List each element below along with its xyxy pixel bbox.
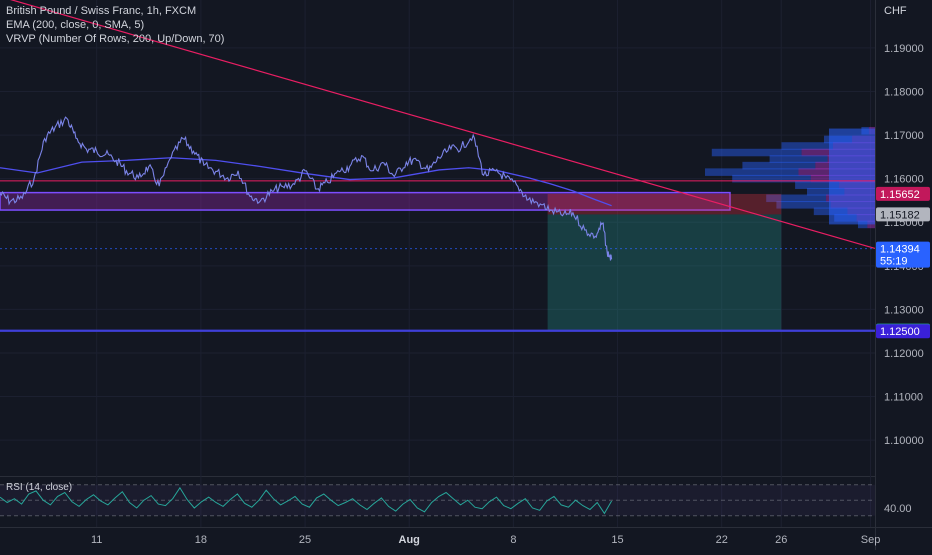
currency-label: CHF [884, 5, 907, 17]
stop-loss-zone [547, 193, 782, 215]
take-profit-zone [547, 214, 782, 331]
volume-profile-bar-up [711, 148, 802, 157]
rsi-indicator-label[interactable]: RSI (14, close) [6, 482, 73, 493]
y-tick-label: 1.12000 [884, 348, 924, 360]
pane-separator [0, 476, 875, 477]
price-axis-badge-text: 1.14394 [880, 244, 920, 256]
countdown-timer: 55:19 [880, 256, 908, 268]
x-tick-label: Sep [861, 534, 881, 546]
volume-profile-bar-up [781, 142, 833, 150]
price-axis-badge-text: 1.15652 [880, 189, 920, 201]
time-axis-border [0, 527, 932, 528]
x-tick-label: 11 [91, 534, 102, 546]
x-tick-label: 15 [611, 534, 623, 546]
chart-legend: British Pound / Swiss Franc, 1h, FXCM EM… [6, 4, 224, 46]
vrvp-indicator-label[interactable]: VRVP (Number Of Rows, 200, Up/Down, 70) [6, 33, 225, 45]
y-tick-label: 1.19000 [884, 43, 924, 55]
rsi-value-label: 40.00 [884, 503, 912, 515]
chart-title[interactable]: British Pound / Swiss Franc, 1h, FXCM [6, 5, 197, 17]
price-axis-border [875, 0, 876, 550]
volume-profile-bar-up [807, 187, 845, 196]
price-axis-badge [876, 241, 930, 268]
x-tick-label: 25 [299, 534, 311, 546]
volume-profile-bar-up [705, 168, 799, 176]
y-tick-label: 1.17000 [884, 130, 924, 142]
ema-indicator-label[interactable]: EMA (200, close, 0, SMA, 5) [6, 19, 145, 31]
y-tick-label: 1.13000 [884, 304, 924, 316]
price-axis-badge [876, 186, 930, 201]
price-line [0, 116, 613, 261]
price-axis-badge-text: 1.15182 [880, 209, 920, 221]
x-tick-label: 8 [510, 534, 516, 546]
volume-profile-value-area [829, 128, 875, 225]
volume-profile-bar-up [732, 174, 811, 183]
x-tick-label: 26 [775, 534, 787, 546]
y-tick-label: 1.18000 [884, 87, 924, 99]
x-tick-label: 18 [195, 534, 207, 546]
volume-profile-bar-up [776, 201, 831, 209]
x-tick-label: Aug [399, 534, 420, 546]
price-axis-badge [876, 207, 930, 222]
y-tick-label: 1.11000 [884, 392, 923, 404]
trendline [9, 0, 876, 249]
volume-profile-bar-up [766, 194, 827, 203]
volume-profile-bar-up [795, 181, 840, 189]
volume-profile-bar-up [769, 155, 828, 163]
price-axis-badge-text: 1.12500 [880, 326, 920, 338]
x-tick-label: 22 [716, 534, 728, 546]
price-axis-badge [876, 324, 930, 339]
volume-profile-bar-up [742, 161, 816, 170]
rsi-line [0, 486, 613, 515]
y-tick-label: 1.16000 [884, 174, 924, 186]
y-tick-label: 1.10000 [884, 435, 924, 447]
